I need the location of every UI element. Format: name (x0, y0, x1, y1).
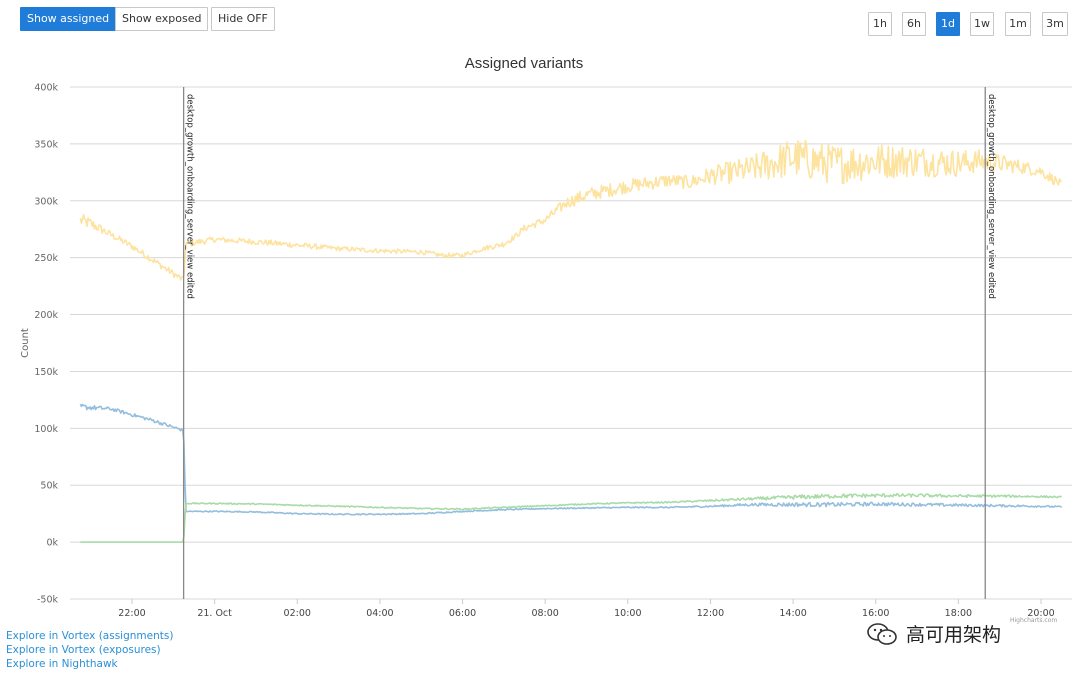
chart-title: Assigned variants (465, 55, 583, 72)
range-1w-button[interactable]: 1w (970, 12, 994, 36)
explore-nighthawk-link[interactable]: Explore in Nighthawk (6, 658, 118, 670)
x-tick-label: 06:00 (449, 608, 476, 619)
chart-credit: Highcharts.com (1010, 617, 1058, 624)
y-tick-label: -50k (37, 595, 59, 606)
explore-vortex-exposures-link[interactable]: Explore in Vortex (exposures) (6, 644, 161, 656)
y-tick-label: 350k (34, 139, 58, 150)
x-tick-label: 10:00 (614, 608, 641, 619)
y-tick-label: 0k (46, 538, 58, 549)
x-tick-label: 08:00 (531, 608, 558, 619)
series-line-variant-yellow (79, 139, 1063, 281)
y-axis-label: Count (20, 328, 31, 358)
y-tick-label: 200k (34, 310, 58, 321)
y-tick-label: 150k (34, 367, 58, 378)
y-tick-label: 300k (34, 196, 58, 207)
series-line-variant-green (80, 492, 1062, 543)
hide-off-button[interactable]: Hide OFF (211, 7, 275, 31)
y-tick-label: 400k (34, 83, 58, 94)
range-3m-button[interactable]: 3m (1042, 12, 1068, 36)
x-tick-label: 18:00 (945, 608, 972, 619)
series-line-variant-blue (79, 403, 1063, 516)
range-1h-button[interactable]: 1h (868, 12, 892, 36)
y-tick-label: 50k (40, 481, 58, 492)
annotation-label: desktop_growth_onboarding_server_view ed… (986, 94, 996, 299)
y-tick-label: 100k (34, 424, 58, 435)
x-tick-label: 14:00 (779, 608, 806, 619)
x-tick-label: 02:00 (284, 608, 311, 619)
x-tick-label: 12:00 (697, 608, 724, 619)
range-6h-button[interactable]: 6h (902, 12, 926, 36)
x-tick-label: 20:00 (1027, 608, 1054, 619)
wechat-icon (866, 622, 898, 646)
x-tick-label: 21. Oct (197, 608, 232, 619)
x-tick-label: 04:00 (366, 608, 393, 619)
show-assigned-button[interactable]: Show assigned (20, 7, 117, 31)
explore-links: Explore in Vortex (assignments) Explore … (6, 629, 173, 671)
watermark: 高可用架构 (866, 620, 1001, 647)
watermark-text: 高可用架构 (906, 624, 1002, 646)
explore-vortex-assignments-link[interactable]: Explore in Vortex (assignments) (6, 630, 174, 642)
y-tick-label: 250k (34, 253, 58, 264)
range-1d-button[interactable]: 1d (936, 12, 960, 36)
range-1m-button[interactable]: 1m (1005, 12, 1031, 36)
show-exposed-button[interactable]: Show exposed (115, 7, 209, 31)
annotation-label: desktop_growth_onboarding_server_view ed… (185, 94, 195, 299)
x-tick-label: 16:00 (862, 608, 889, 619)
x-tick-label: 22:00 (118, 608, 145, 619)
